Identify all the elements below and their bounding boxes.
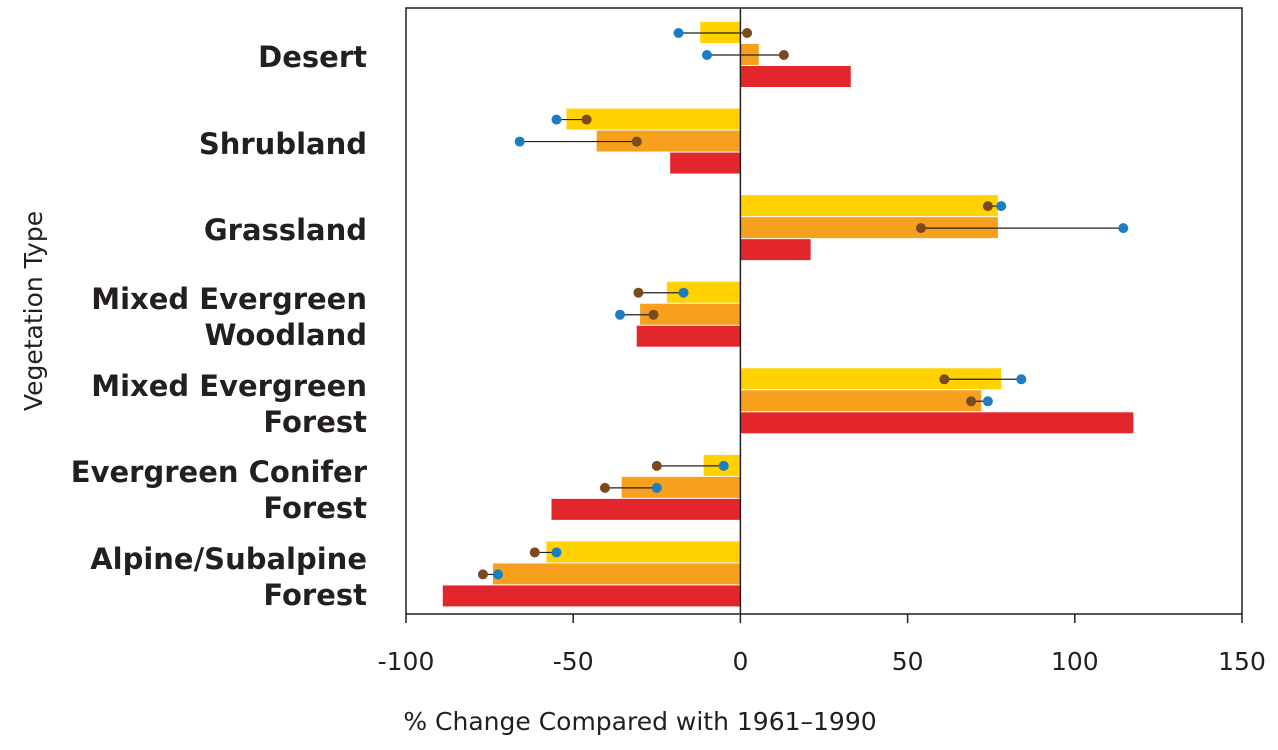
range-dot [1016, 374, 1027, 385]
category-label: Mixed Evergreen Woodland [91, 282, 367, 352]
range-dot [673, 28, 684, 38]
bar [740, 239, 811, 261]
x-tick-label: 0 [732, 647, 748, 676]
range-dot [1118, 223, 1129, 234]
range-dot [778, 50, 789, 60]
category-label: Mixed Evergreen Forest [91, 368, 367, 439]
range-dot [966, 396, 977, 407]
bar [442, 585, 741, 607]
range-dot [939, 374, 950, 385]
category-label: Desert [258, 40, 367, 75]
category-label: Alpine/Subalpine Forest [90, 541, 367, 612]
bar [640, 303, 741, 325]
bar [740, 412, 1134, 434]
bar [566, 108, 741, 130]
x-tick-label: -50 [553, 647, 594, 676]
bar [546, 541, 741, 563]
x-tick-label: 100 [1051, 647, 1099, 676]
bar [666, 281, 741, 303]
range-dot [631, 136, 642, 147]
range-dot [996, 201, 1007, 212]
bar [636, 325, 741, 347]
range-dot [651, 460, 662, 471]
range-dot [599, 482, 610, 493]
range-dot [982, 201, 993, 212]
bar [740, 195, 998, 217]
bar [740, 390, 982, 412]
plot-frame [405, 7, 1243, 615]
range-dot [915, 223, 926, 234]
range-dot [651, 482, 662, 493]
x-tick-label: 50 [892, 647, 924, 676]
bar [740, 368, 1002, 390]
category-label: Shrubland [198, 126, 367, 161]
x-axis-label: % Change Compared with 1961–1990 [403, 707, 876, 736]
range-dot [678, 287, 689, 298]
range-dot [492, 569, 503, 580]
bar [596, 130, 741, 152]
range-dot [615, 309, 626, 320]
range-dot [551, 547, 562, 558]
bar [740, 66, 851, 87]
range-dot [581, 114, 592, 125]
bar [492, 563, 741, 585]
bar [740, 217, 998, 239]
x-tick-label: -100 [378, 647, 435, 676]
bar [551, 498, 741, 520]
range-dot [701, 50, 712, 60]
range-dot [551, 114, 562, 125]
x-tick-label: 150 [1218, 647, 1266, 676]
range-dot [529, 547, 540, 558]
y-axis-label: Vegetation Type [19, 211, 48, 411]
category-label: Evergreen Conifer Forest [70, 455, 367, 526]
category-label: Grassland [203, 213, 367, 248]
range-dot [648, 309, 659, 320]
range-dot [477, 569, 488, 580]
range-dot [742, 28, 753, 38]
range-dot [633, 287, 644, 298]
bar [621, 476, 741, 498]
bar [670, 152, 741, 174]
range-dot [514, 136, 525, 147]
range-dot [982, 396, 993, 407]
range-dot [718, 460, 729, 471]
